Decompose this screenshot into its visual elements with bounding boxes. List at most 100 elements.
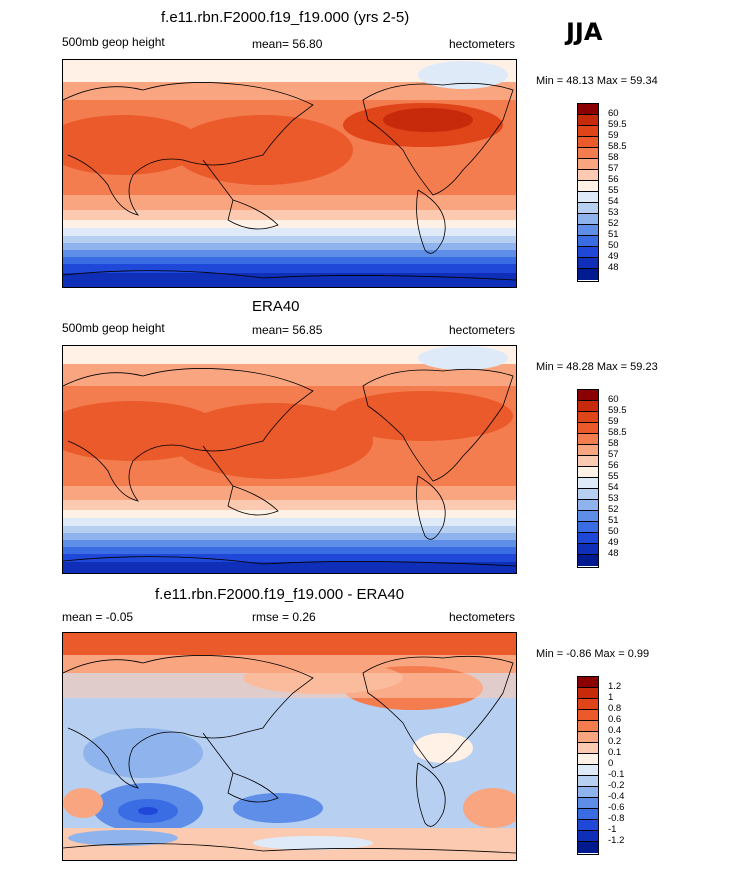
panel3-map	[62, 632, 517, 861]
panel2-minmax-label: Min = 48.28 Max = 59.23	[536, 361, 658, 373]
colorbar-swatch	[578, 688, 598, 699]
colorbar-swatch	[578, 544, 598, 555]
panel2-map	[62, 345, 517, 574]
panel2-units-label: hectometers	[449, 323, 516, 337]
colorbar-swatch	[578, 236, 598, 247]
colorbar-swatch	[578, 412, 598, 423]
colorbar-swatch	[578, 104, 598, 115]
colorbar-tick-label: 53	[608, 493, 619, 504]
colorbar-swatch	[578, 170, 598, 181]
colorbar-tick-label: 58	[608, 152, 619, 163]
colorbar-tick-label: 58	[608, 438, 619, 449]
colorbar-tick-label: 0.8	[608, 703, 622, 714]
colorbar-tick-label: 52	[608, 218, 619, 229]
colorbar-swatch	[578, 765, 598, 776]
colorbar-swatch	[578, 181, 598, 192]
colorbar-swatch	[578, 456, 598, 467]
colorbar-tick-label: 0.2	[608, 736, 622, 747]
colorbar-swatch	[578, 489, 598, 500]
panel1-map	[62, 59, 517, 288]
colorbar-tick-label: -0.8	[608, 813, 625, 824]
panel3-map-field	[63, 633, 516, 860]
colorbar-swatch	[578, 555, 598, 566]
colorbar-tick-label: 59	[608, 130, 619, 141]
colorbar-tick-label: 1.2	[608, 681, 622, 692]
colorbar-tick-label: 56	[608, 460, 619, 471]
colorbar-swatch	[578, 148, 598, 159]
colorbar-swatch	[578, 203, 598, 214]
colorbar-swatch	[578, 710, 598, 721]
panel1-variable-label: 500mb geop height	[62, 35, 165, 49]
colorbar-swatch	[578, 390, 598, 401]
colorbar-tick-label: 51	[608, 229, 619, 240]
panel2-colorbar	[577, 389, 599, 568]
colorbar-tick-label: 54	[608, 482, 619, 493]
colorbar-tick-label: 60	[608, 108, 619, 119]
colorbar-tick-label: 51	[608, 515, 619, 526]
colorbar-tick-label: 50	[608, 526, 619, 537]
panel3-rmse-label: rmse = 0.26	[252, 610, 316, 624]
panel3-title: f.e11.rbn.F2000.f19_f19.000 - ERA40	[155, 586, 405, 603]
colorbar-tick-label: 59	[608, 416, 619, 427]
colorbar-swatch	[578, 511, 598, 522]
colorbar-tick-label: 49	[608, 251, 619, 262]
colorbar-swatch	[578, 522, 598, 533]
panel2-mean-label: mean= 56.85	[252, 323, 323, 337]
colorbar-swatch	[578, 677, 598, 688]
colorbar-swatch	[578, 258, 598, 269]
panel1-minmax-label: Min = 48.13 Max = 59.34	[536, 75, 658, 87]
colorbar-swatch	[578, 721, 598, 732]
panel2-variable-label: 500mb geop height	[62, 321, 165, 335]
colorbar-tick-label: 52	[608, 504, 619, 515]
panel1-colorbar	[577, 103, 599, 282]
colorbar-swatch	[578, 478, 598, 489]
colorbar-swatch	[578, 743, 598, 754]
colorbar-swatch	[578, 842, 598, 853]
colorbar-tick-label: 58.5	[608, 427, 627, 438]
panel1-mean-label: mean= 56.80	[252, 37, 323, 51]
colorbar-swatch	[578, 159, 598, 170]
colorbar-tick-label: -1.2	[608, 835, 625, 846]
panel1-units-label: hectometers	[449, 37, 516, 51]
colorbar-swatch	[578, 820, 598, 831]
colorbar-swatch	[578, 214, 598, 225]
colorbar-tick-label: 55	[608, 471, 619, 482]
colorbar-tick-label: -0.2	[608, 780, 625, 791]
colorbar-tick-label: 59.5	[608, 405, 627, 416]
colorbar-swatch	[578, 500, 598, 511]
colorbar-swatch	[578, 732, 598, 743]
colorbar-swatch	[578, 401, 598, 412]
colorbar-swatch	[578, 798, 598, 809]
colorbar-swatch	[578, 787, 598, 798]
colorbar-tick-label: -0.1	[608, 769, 625, 780]
colorbar-swatch	[578, 434, 598, 445]
colorbar-tick-label: 0.6	[608, 714, 622, 725]
colorbar-tick-label: -0.6	[608, 802, 625, 813]
colorbar-swatch	[578, 247, 598, 258]
panel2-map-field	[63, 346, 516, 573]
colorbar-tick-label: 57	[608, 449, 619, 460]
colorbar-tick-label: 48	[608, 262, 619, 273]
colorbar-swatch	[578, 445, 598, 456]
colorbar-swatch	[578, 831, 598, 842]
colorbar-swatch	[578, 192, 598, 203]
colorbar-tick-label: 48	[608, 548, 619, 559]
panel2-title: ERA40	[252, 298, 300, 315]
panel3-mean-label: mean = -0.05	[62, 610, 134, 624]
colorbar-swatch	[578, 225, 598, 236]
colorbar-swatch	[578, 115, 598, 126]
colorbar-swatch	[578, 137, 598, 148]
colorbar-swatch	[578, 699, 598, 710]
colorbar-swatch	[578, 533, 598, 544]
colorbar-swatch	[578, 126, 598, 137]
colorbar-tick-label: 56	[608, 174, 619, 185]
colorbar-swatch	[578, 467, 598, 478]
panel3-minmax-label: Min = -0.86 Max = 0.99	[536, 648, 650, 660]
panel1-title: f.e11.rbn.F2000.f19_f19.000 (yrs 2-5)	[161, 9, 410, 26]
colorbar-tick-label: -1	[608, 824, 617, 835]
colorbar-swatch	[578, 754, 598, 765]
colorbar-swatch	[578, 423, 598, 434]
colorbar-tick-label: -0.4	[608, 791, 625, 802]
panel1-map-field	[63, 60, 516, 287]
colorbar-tick-label: 59.5	[608, 119, 627, 130]
